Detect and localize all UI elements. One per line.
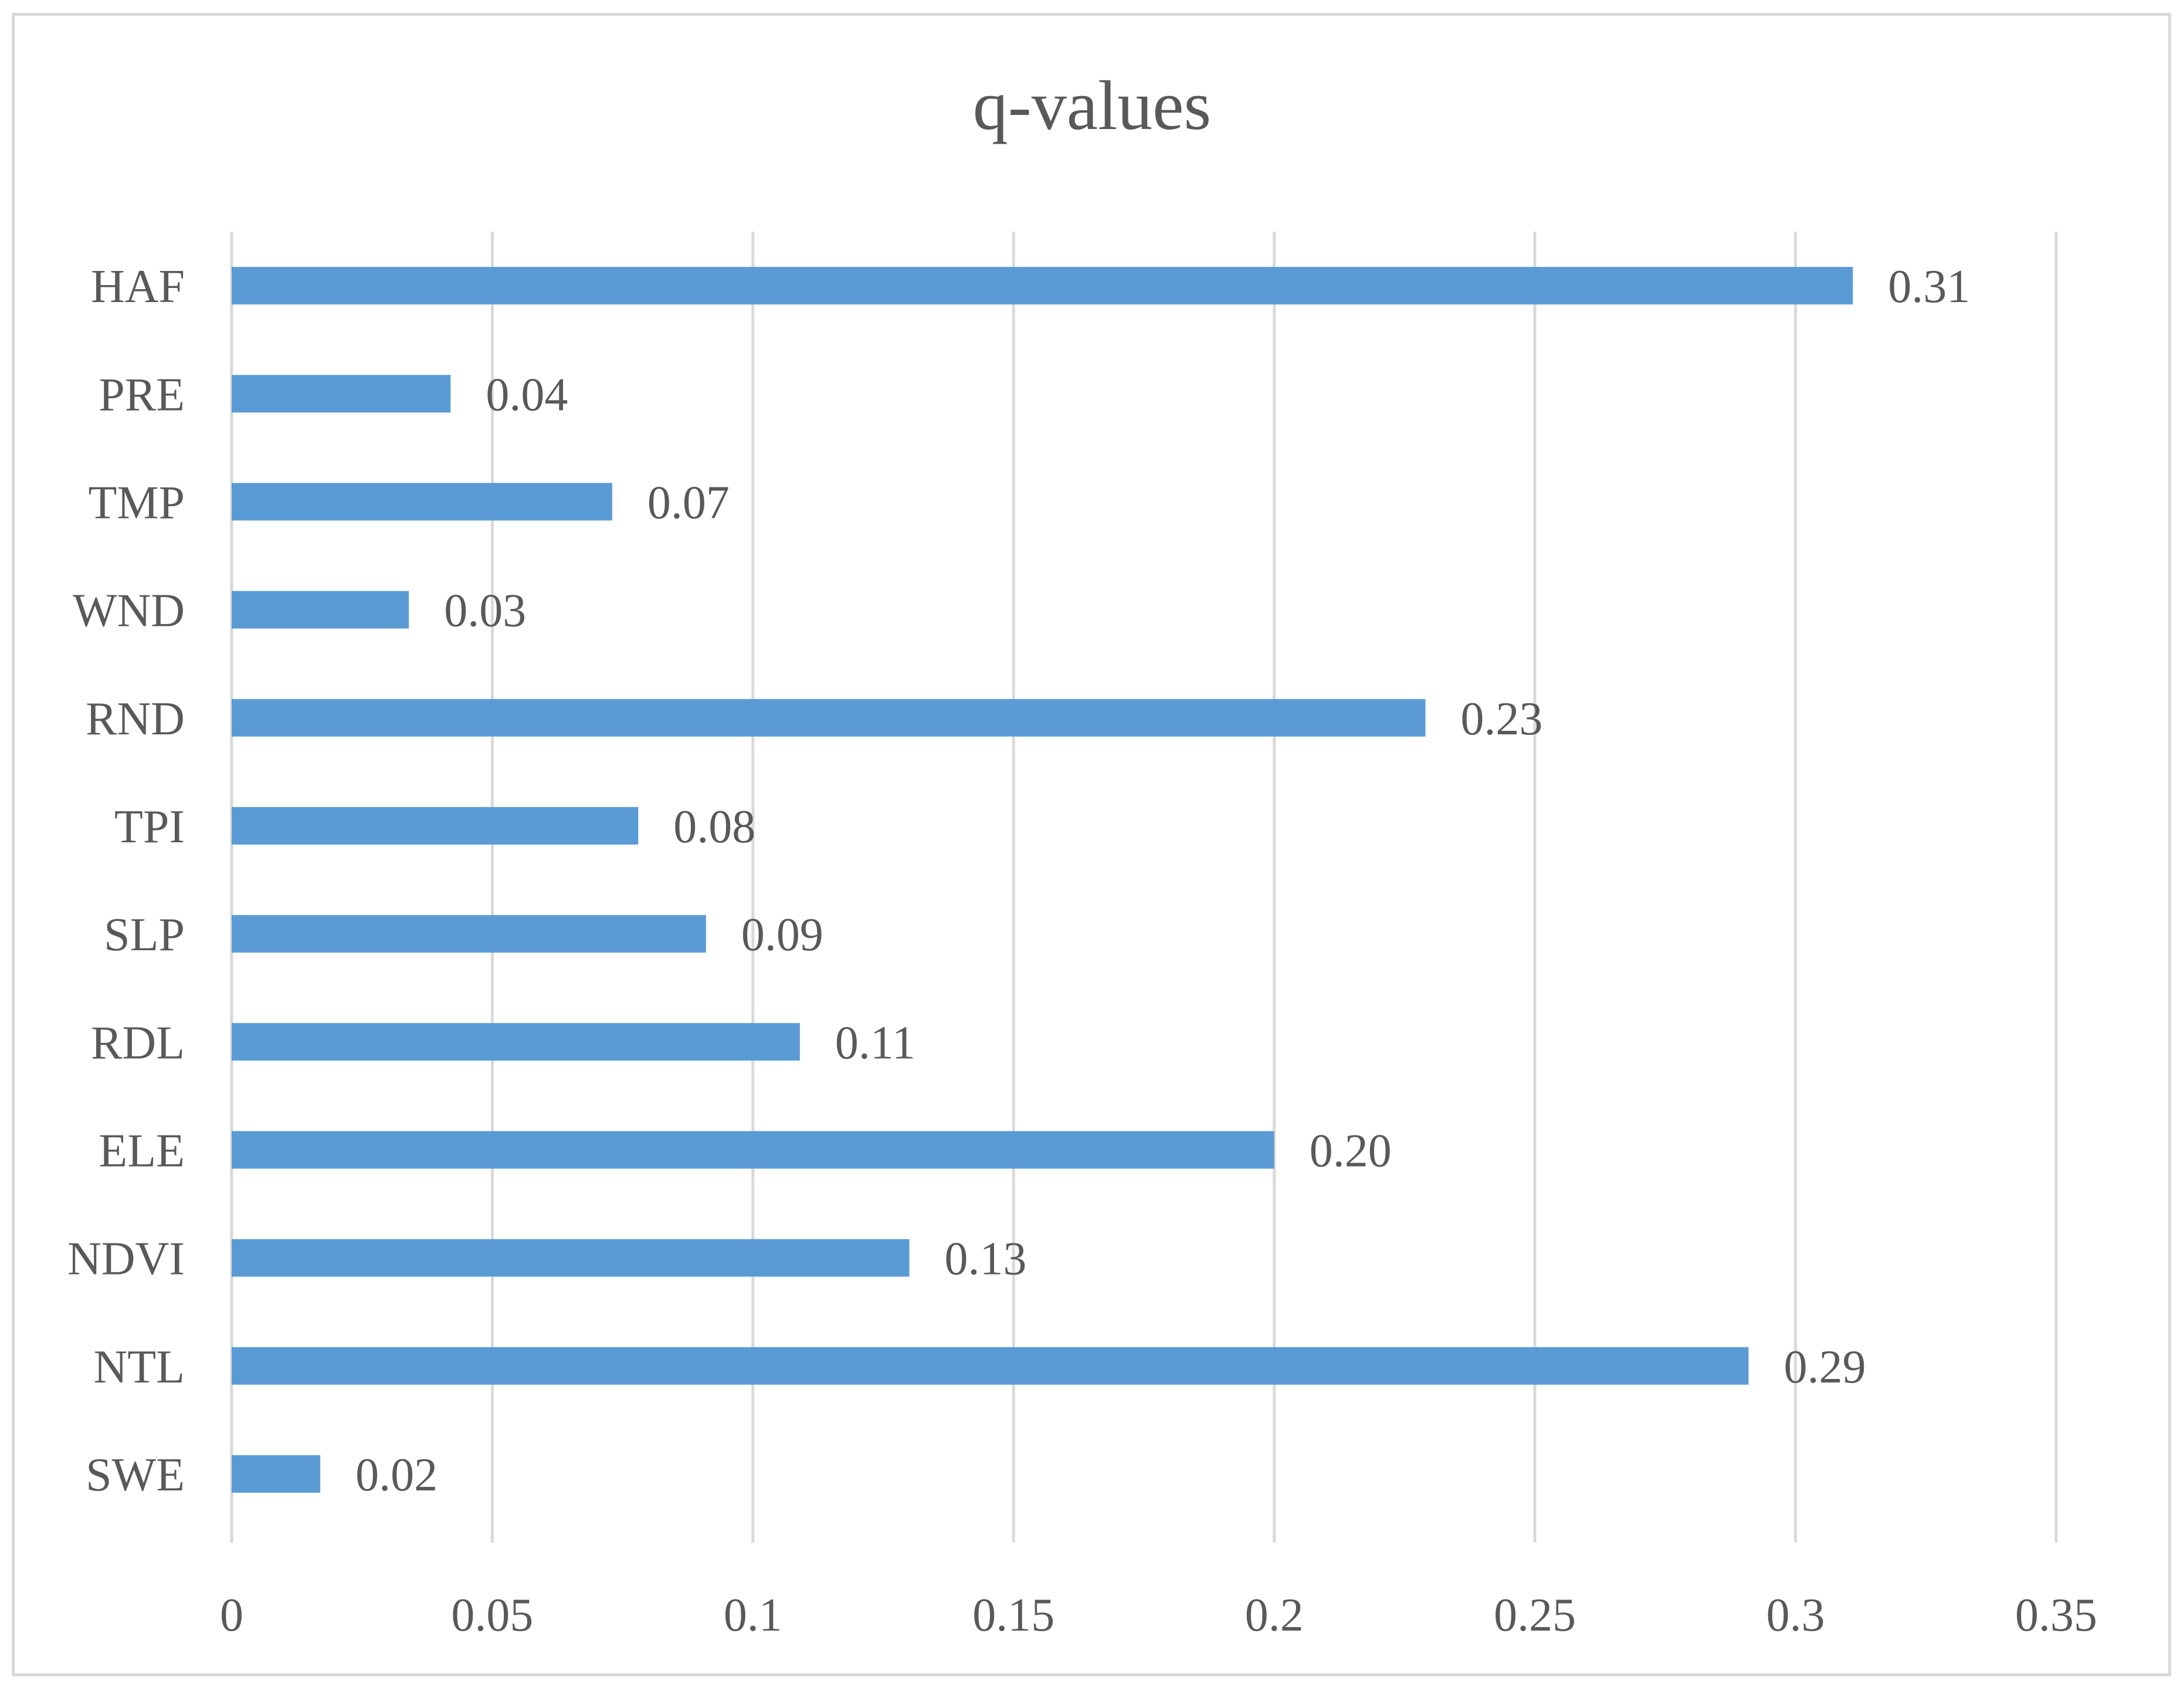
data-label: 0.09 xyxy=(741,909,823,961)
category-label: ELE xyxy=(99,1125,185,1177)
x-tick-label: 0.15 xyxy=(972,1590,1054,1641)
bar-tpi xyxy=(232,806,639,845)
bar-ele xyxy=(232,1131,1274,1169)
chart-title: q-values xyxy=(973,66,1212,144)
category-label: NTL xyxy=(93,1341,185,1393)
data-label: 0.13 xyxy=(945,1233,1027,1285)
category-label: TMP xyxy=(89,477,185,528)
bar-rnd xyxy=(232,699,1426,737)
data-label: 0.04 xyxy=(486,369,568,421)
x-tick-label: 0.3 xyxy=(1766,1590,1825,1641)
data-label: 0.29 xyxy=(1784,1341,1866,1393)
x-tick-labels: 0 0.05 0.1 0.15 0.2 0.25 0.3 0.35 xyxy=(220,1590,2097,1641)
x-tick-label: 0.1 xyxy=(724,1590,782,1641)
bar-ntl xyxy=(232,1347,1749,1385)
bar-pre xyxy=(232,375,451,413)
category-label: RND xyxy=(86,693,185,745)
x-tick-label: 0.25 xyxy=(1494,1590,1576,1641)
x-tick-label: 0 xyxy=(220,1590,243,1641)
bar-tmp xyxy=(232,483,612,521)
bars xyxy=(232,267,1853,1493)
data-label: 0.23 xyxy=(1460,693,1542,745)
category-label: HAF xyxy=(91,261,185,313)
data-label: 0.07 xyxy=(647,477,730,528)
data-label: 0.20 xyxy=(1310,1125,1392,1177)
data-label: 0.11 xyxy=(835,1017,915,1069)
data-label: 0.08 xyxy=(673,801,755,853)
category-label: PRE xyxy=(99,369,185,421)
category-label: TPI xyxy=(114,801,185,853)
bar-swe xyxy=(232,1455,321,1493)
bar-ndvi xyxy=(232,1239,910,1277)
x-tick-label: 0.2 xyxy=(1245,1590,1304,1641)
x-tick-label: 0.35 xyxy=(2015,1590,2097,1641)
category-label: SLP xyxy=(104,909,185,961)
data-label: 0.31 xyxy=(1888,261,1970,313)
gridlines xyxy=(230,232,2058,1543)
bar-wnd xyxy=(232,591,409,629)
bar-rdl xyxy=(232,1023,800,1061)
category-label: NDVI xyxy=(67,1233,185,1285)
bar-haf xyxy=(232,267,1853,305)
category-labels: HAF PRE TMP WND RND TPI SLP RDL ELE NDVI NTL SWE xyxy=(67,261,185,1501)
category-label: SWE xyxy=(86,1449,185,1501)
bar-slp xyxy=(232,915,706,953)
category-label: WND xyxy=(73,585,185,637)
category-label: RDL xyxy=(91,1017,185,1069)
data-label: 0.03 xyxy=(444,585,526,637)
data-labels: 0.31 0.04 0.07 0.03 0.23 0.08 0.09 0.11 0.20 0.13… xyxy=(355,261,1970,1501)
data-label: 0.02 xyxy=(355,1449,438,1501)
x-tick-label: 0.05 xyxy=(451,1590,533,1641)
